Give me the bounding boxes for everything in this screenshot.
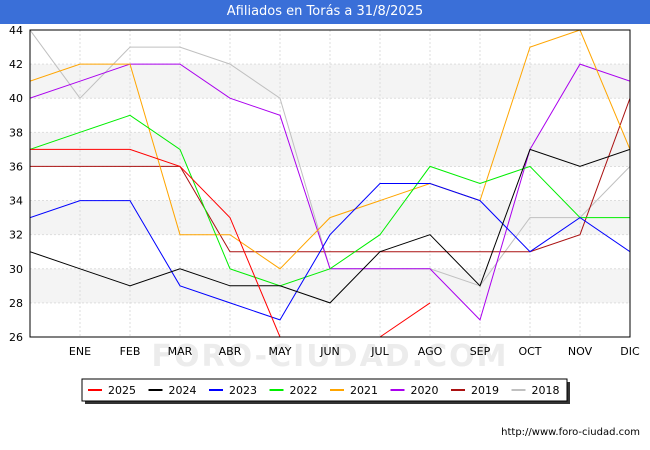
x-tick-label: NOV bbox=[568, 345, 593, 358]
legend-label-2023: 2023 bbox=[229, 384, 257, 397]
x-tick-label: JUN bbox=[319, 345, 340, 358]
legend: 2025 2024 2023 2022 2021 2020 2019 2018 bbox=[81, 378, 570, 404]
watermark: FORO-CIUDAD.COM bbox=[152, 339, 509, 374]
y-tick-label: 30 bbox=[9, 263, 23, 276]
y-tick-labels: 26 28 30 32 34 36 38 40 42 44 bbox=[9, 24, 23, 344]
x-tick-label: ENE bbox=[69, 345, 91, 358]
x-tick-label: AGO bbox=[418, 345, 443, 358]
plot-band bbox=[30, 64, 630, 99]
x-tick-label: ABR bbox=[219, 345, 242, 358]
x-tick-label: OCT bbox=[518, 345, 541, 358]
series-lines bbox=[30, 30, 630, 337]
y-tick-label: 28 bbox=[9, 297, 23, 310]
legend-label-2021: 2021 bbox=[350, 384, 378, 397]
y-tick-label: 44 bbox=[9, 24, 23, 37]
y-tick-label: 40 bbox=[9, 92, 23, 105]
legend-label-2022: 2022 bbox=[290, 384, 318, 397]
legend-label-2020: 2020 bbox=[411, 384, 439, 397]
legend-box bbox=[81, 378, 568, 402]
x-tick-label: SEP bbox=[470, 345, 491, 358]
x-tick-labels: ENE FEB MAR ABR MAY JUN JUL AGO SEP OCT NOV DIC bbox=[69, 345, 640, 358]
x-tick-label: DIC bbox=[620, 345, 640, 358]
y-tick-label: 26 bbox=[9, 331, 23, 344]
legend-label-2024: 2024 bbox=[169, 384, 197, 397]
y-tick-label: 32 bbox=[9, 229, 23, 242]
legend-label-2018: 2018 bbox=[532, 384, 560, 397]
x-tick-label: JUL bbox=[370, 345, 389, 358]
series-line-2021 bbox=[30, 30, 630, 270]
x-tick-label: MAR bbox=[168, 345, 193, 358]
plot-band bbox=[30, 268, 630, 303]
legend-label-2019: 2019 bbox=[471, 384, 499, 397]
series-line-2024 bbox=[30, 148, 630, 304]
plot-frame bbox=[29, 29, 631, 338]
title-bar bbox=[0, 0, 650, 24]
footer-url: http://www.foro-ciudad.com bbox=[501, 427, 640, 438]
legend-label-2025: 2025 bbox=[108, 384, 136, 397]
y-tick-label: 34 bbox=[9, 195, 23, 208]
series-line-2025 bbox=[30, 148, 431, 337]
x-tick-label: MAY bbox=[269, 345, 292, 358]
chart-title: Afiliados en Torás a 31/8/2025 bbox=[226, 4, 424, 19]
y-tick-label: 38 bbox=[9, 126, 23, 139]
y-tick-label: 42 bbox=[9, 58, 23, 71]
x-tick-label: FEB bbox=[120, 345, 141, 358]
y-tick-label: 36 bbox=[9, 160, 23, 173]
series-line-2023 bbox=[30, 183, 630, 321]
series-line-2022 bbox=[30, 114, 630, 287]
